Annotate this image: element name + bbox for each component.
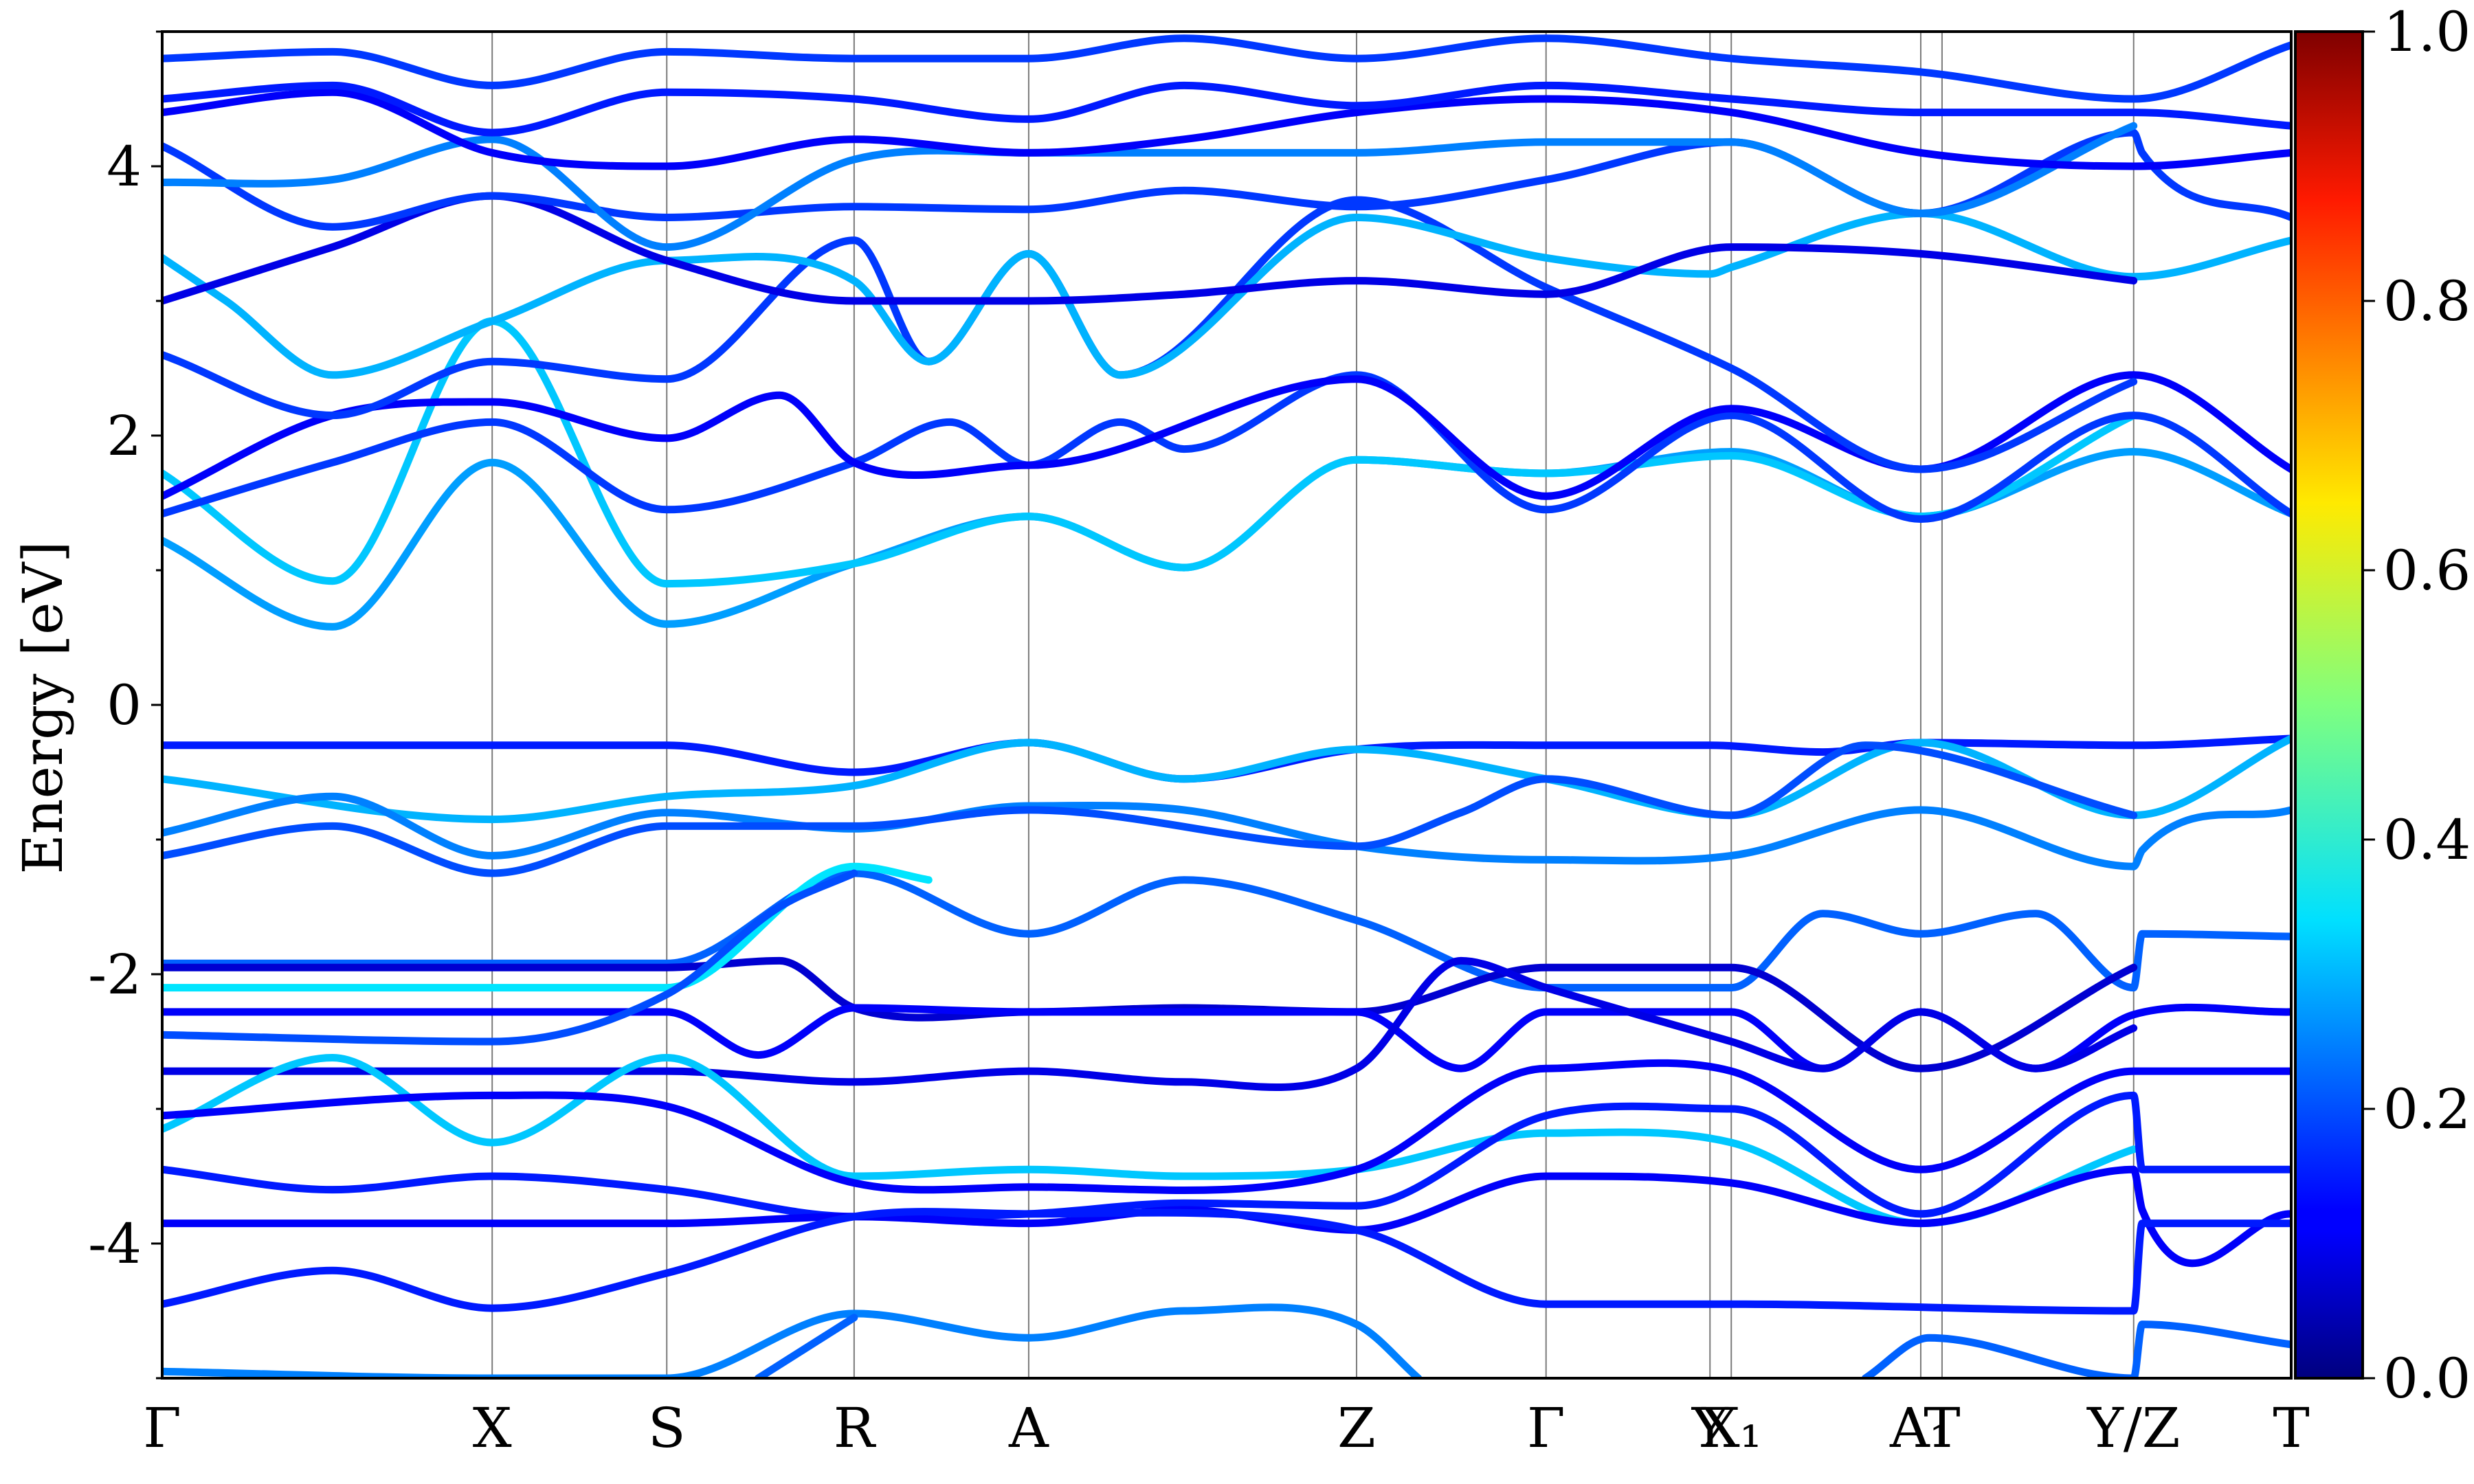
colorbar-tick-label: 0.8 bbox=[2383, 269, 2471, 333]
x-tick-label: X bbox=[473, 1396, 512, 1460]
y-tick-label: 4 bbox=[107, 135, 142, 199]
x-tick-label: Y bbox=[1691, 1396, 1729, 1460]
band-line bbox=[162, 869, 2291, 992]
y-tick-label: 0 bbox=[107, 673, 142, 737]
band-line bbox=[162, 1054, 2138, 1228]
band-line bbox=[162, 371, 2291, 523]
y-tick-label: 2 bbox=[107, 404, 142, 468]
y-axis: -4 -2 0 2 4 bbox=[88, 30, 162, 1380]
x-tick-label: X₁ bbox=[1701, 1396, 1762, 1460]
band-line bbox=[754, 1314, 858, 1378]
x-tick-label: S bbox=[648, 1396, 686, 1460]
colorbar-tick-label: 0.2 bbox=[2383, 1077, 2471, 1141]
band-line bbox=[162, 862, 933, 992]
band-line bbox=[162, 192, 2138, 305]
band-line bbox=[162, 956, 2138, 1092]
band-line bbox=[162, 34, 2291, 103]
x-tick-label: A bbox=[1008, 1396, 1049, 1460]
band-line bbox=[162, 792, 2291, 870]
colorbar-tick-label: 0.6 bbox=[2383, 539, 2471, 603]
band-line bbox=[162, 869, 858, 1046]
x-axis: Γ X S R A Z Γ YX₁ A₁T Y/Z T bbox=[143, 1396, 2309, 1460]
band-line bbox=[162, 122, 2138, 251]
band-lines bbox=[162, 34, 2291, 1378]
band-line bbox=[162, 81, 2291, 137]
band-line bbox=[162, 448, 2291, 631]
colorbar-ticks: 0.0 0.2 0.4 0.6 0.8 1.0 bbox=[2363, 0, 2471, 1410]
y-tick-label: -4 bbox=[88, 1212, 142, 1276]
band-line bbox=[162, 1091, 2291, 1221]
colorbar-tick-label: 0.4 bbox=[2383, 808, 2471, 872]
band-line bbox=[162, 1059, 2291, 1194]
x-tick-label: Γ bbox=[1527, 1396, 1565, 1460]
x-tick-label: T bbox=[1924, 1396, 1960, 1460]
band-line bbox=[162, 317, 2138, 588]
band-line bbox=[162, 88, 2291, 170]
y-axis-title: Energy [eV] bbox=[11, 541, 75, 875]
band-line bbox=[162, 1208, 2291, 1315]
x-tick-label: Z bbox=[1337, 1396, 1376, 1460]
colorbar-tick-label: 0.0 bbox=[2383, 1347, 2471, 1410]
band-line bbox=[162, 1303, 1423, 1378]
x-tick-label: Y/Z bbox=[2086, 1396, 2180, 1460]
colorbar: 0.0 0.2 0.4 0.6 0.8 1.0 bbox=[2294, 0, 2471, 1410]
band-line bbox=[1861, 1320, 2291, 1378]
y-tick-label: -2 bbox=[88, 943, 142, 1007]
x-tick-label: T bbox=[2273, 1396, 2309, 1460]
x-tick-label: A₁ bbox=[1889, 1396, 1952, 1460]
colorbar-gradient bbox=[2294, 30, 2364, 1380]
band-line bbox=[162, 734, 2291, 824]
band-line bbox=[162, 741, 2138, 877]
x-tick-label: R bbox=[834, 1396, 877, 1460]
band-line bbox=[162, 210, 2291, 379]
band-line bbox=[162, 128, 2291, 231]
colorbar-tick-label: 1.0 bbox=[2383, 0, 2471, 64]
x-tick-label: Γ bbox=[143, 1396, 181, 1460]
